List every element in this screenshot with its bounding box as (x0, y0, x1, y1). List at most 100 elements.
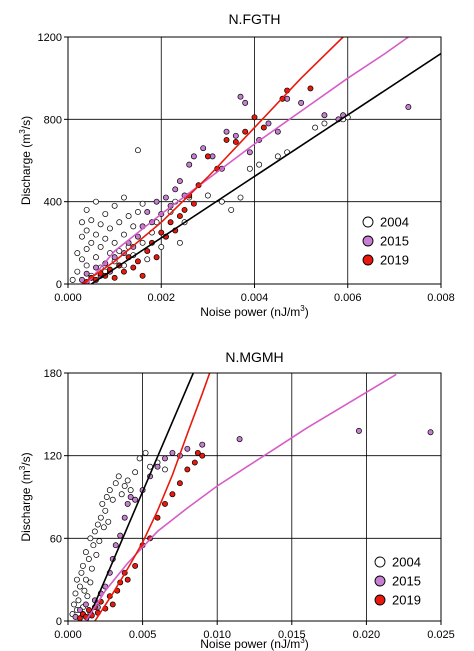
y-axis-label-sup: 3 (18, 129, 27, 134)
data-point-2015 (132, 496, 139, 503)
data-point-2015 (236, 436, 243, 443)
data-point-2019 (167, 219, 174, 226)
data-point-2004 (112, 480, 119, 487)
data-point-2004 (78, 569, 85, 576)
data-point-2015 (172, 186, 179, 193)
data-point-2015 (223, 128, 230, 135)
data-point-2019 (132, 562, 139, 569)
x-tick-label: 0.015 (278, 629, 306, 641)
series-2004 (69, 449, 168, 618)
data-point-2019 (199, 452, 206, 459)
data-layer (69, 373, 434, 621)
data-point-2004 (218, 198, 225, 205)
legend-label-2015: 2015 (380, 234, 409, 249)
data-point-2004 (93, 231, 99, 238)
data-point-2015 (76, 607, 83, 613)
legend: 2004 2015 2019 (362, 215, 409, 268)
data-point-2004 (93, 551, 100, 558)
chart-panel-2: 0.000 0.005 0.010 0.015 0.020 0.025 0 60 120 180 N… (18, 349, 455, 651)
data-point-2004 (83, 227, 90, 234)
data-point-2015 (154, 463, 161, 470)
legend-label-2004: 2004 (392, 555, 421, 570)
data-point-2019 (144, 248, 151, 255)
data-point-2004 (116, 219, 123, 226)
y-axis-label-end: /s) (19, 452, 33, 465)
data-point-2015 (200, 145, 207, 152)
chart-panel-1: 0.000 0.002 0.004 0.006 0.008 0 400 800 1200 N.FG… (18, 11, 455, 319)
data-point-2004 (127, 487, 134, 494)
data-point-2004 (75, 597, 82, 604)
y-tick-label: 60 (50, 533, 62, 545)
data-point-2015 (237, 93, 244, 100)
data-point-2004 (94, 521, 101, 528)
fit-line-3 (94, 373, 211, 621)
data-point-2019 (176, 213, 183, 220)
data-point-2019 (169, 491, 176, 498)
data-point-2004 (93, 254, 99, 261)
data-point-2004 (125, 213, 132, 220)
data-point-2004 (82, 549, 89, 556)
x-axis-label-main: Noise power (nJ/m (200, 637, 300, 651)
legend-marker-2019 (374, 594, 386, 606)
data-point-2004 (84, 593, 91, 600)
data-point-2015 (190, 153, 197, 160)
data-point-2015 (162, 455, 168, 462)
data-point-2015 (405, 104, 412, 110)
data-point-2019 (109, 601, 116, 608)
legend-marker-2015 (374, 575, 386, 587)
x-axis-label-end: ) (305, 637, 309, 651)
legend: 2004 2015 2019 (374, 555, 421, 608)
data-point-2004 (74, 268, 81, 275)
y-axis-label-end: /s) (19, 116, 33, 129)
x-tick-label: 0.000 (54, 629, 82, 641)
data-point-2004 (83, 246, 90, 252)
fit-line-1 (86, 373, 195, 621)
chart-title: N.FGTH (228, 11, 280, 27)
data-point-2004 (139, 200, 146, 207)
y-tick-label: 0 (56, 279, 62, 291)
data-point-2004 (176, 239, 183, 246)
data-point-2015 (176, 178, 183, 185)
data-point-2004 (79, 256, 85, 263)
data-point-2004 (134, 147, 141, 154)
data-point-2004 (97, 221, 104, 228)
data-point-2015 (144, 209, 151, 215)
data-point-2015 (246, 149, 253, 156)
data-point-2019 (223, 136, 230, 143)
data-point-2015 (134, 233, 141, 240)
data-point-2004 (82, 576, 89, 583)
data-point-2004 (81, 587, 88, 594)
y-tick-label: 1200 (38, 32, 62, 44)
data-point-2015 (82, 601, 89, 608)
data-point-2015 (124, 500, 131, 507)
data-point-2004 (121, 483, 128, 489)
y-tick-label: 0 (56, 616, 62, 628)
x-axis-label-main: Noise power (nJ/m (200, 305, 300, 319)
data-point-2019 (181, 206, 188, 213)
data-point-2004 (69, 276, 76, 283)
data-point-2015 (321, 112, 328, 119)
data-point-2019 (162, 500, 168, 507)
data-point-2004 (71, 601, 77, 608)
x-tick-label: 0.004 (241, 292, 269, 304)
data-point-2004 (167, 209, 174, 215)
x-tick-label: 0.008 (427, 292, 455, 304)
data-point-2004 (76, 583, 83, 590)
x-axis-label: Noise power (nJ/m3) (200, 636, 308, 651)
data-point-2019 (232, 139, 239, 145)
data-point-2019 (307, 85, 314, 92)
data-point-2004 (115, 473, 122, 480)
y-axis-label-main: Discharge (m (19, 134, 33, 205)
data-point-2019 (153, 254, 160, 261)
data-point-2015 (112, 542, 119, 549)
data-layer (69, 37, 441, 284)
x-tick-label: 0.006 (334, 292, 362, 304)
data-point-2019 (134, 258, 141, 265)
data-point-2004 (102, 211, 109, 217)
data-point-2004 (162, 466, 168, 473)
data-point-2019 (120, 268, 127, 275)
legend-marker-2004 (374, 556, 386, 568)
data-point-2004 (312, 124, 319, 131)
data-point-2004 (144, 256, 151, 263)
data-point-2004 (74, 576, 80, 583)
